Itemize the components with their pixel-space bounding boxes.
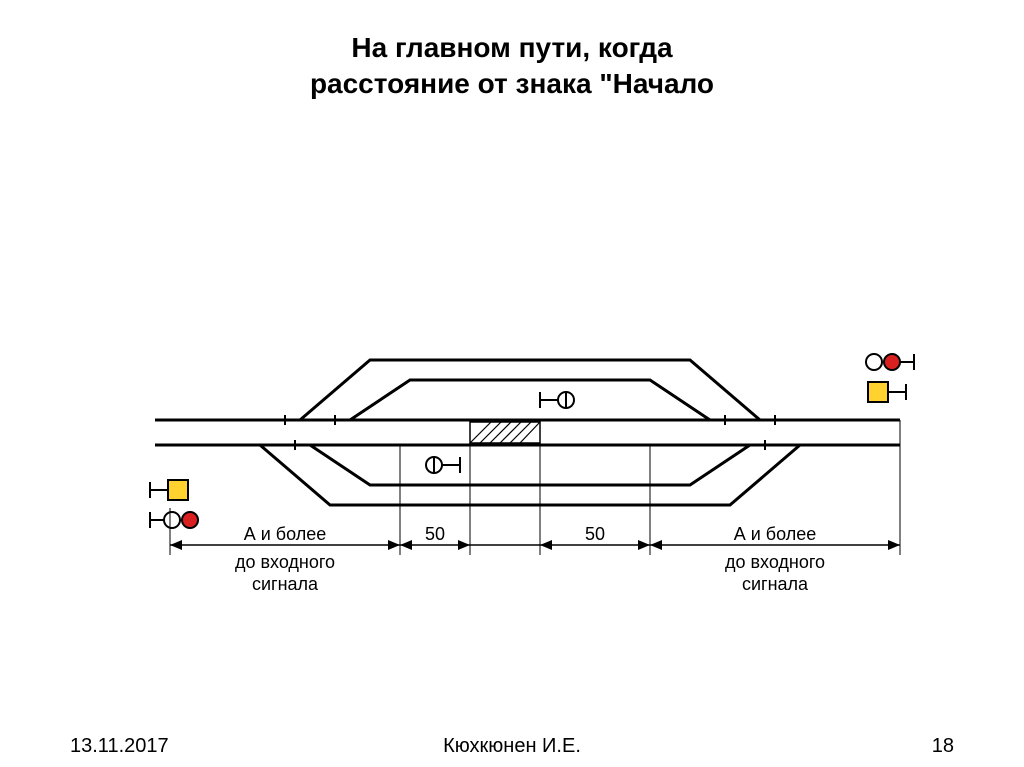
dim-label-sub-left-2: сигнала xyxy=(252,574,319,594)
arrow-head-icon xyxy=(400,540,412,550)
red-lamp-icon xyxy=(182,512,198,528)
track-diagram: А и более до входного сигнала 50 50 А и … xyxy=(0,0,1024,767)
dim-label-sub-left-1: до входного xyxy=(235,552,335,572)
yellow-board-icon xyxy=(868,382,888,402)
dim-label-outer-left: А и более xyxy=(244,524,327,544)
dim-label-outer-right: А и более xyxy=(734,524,817,544)
dim-label-50-right: 50 xyxy=(585,524,605,544)
arrow-head-icon xyxy=(888,540,900,550)
dim-label-50-left: 50 xyxy=(425,524,445,544)
dim-label-sub-right-1: до входного xyxy=(725,552,825,572)
white-lamp-icon xyxy=(866,354,882,370)
disc-signal-lower-icon xyxy=(426,457,460,473)
arrow-head-icon xyxy=(388,540,400,550)
right-signals xyxy=(866,354,914,402)
dim-label-sub-right-2: сигнала xyxy=(742,574,809,594)
lower-siding-outer xyxy=(260,445,800,505)
white-lamp-icon xyxy=(164,512,180,528)
arrow-head-icon xyxy=(650,540,662,550)
upper-siding-inner xyxy=(350,380,710,420)
disc-signal-upper-icon xyxy=(540,392,574,408)
lower-siding-inner xyxy=(310,445,750,485)
yellow-board-icon xyxy=(168,480,188,500)
arrow-head-icon xyxy=(458,540,470,550)
slide: На главном пути, когда расстояние от зна… xyxy=(0,0,1024,767)
arrow-head-icon xyxy=(170,540,182,550)
upper-siding-outer xyxy=(300,360,760,420)
footer-page: 18 xyxy=(932,735,954,758)
red-lamp-icon xyxy=(884,354,900,370)
arrow-head-icon xyxy=(540,540,552,550)
footer-author: Кюхкюнен И.Е. xyxy=(0,735,1024,758)
arrow-head-icon xyxy=(638,540,650,550)
platform-hatch xyxy=(470,422,540,443)
left-signals xyxy=(150,480,198,528)
